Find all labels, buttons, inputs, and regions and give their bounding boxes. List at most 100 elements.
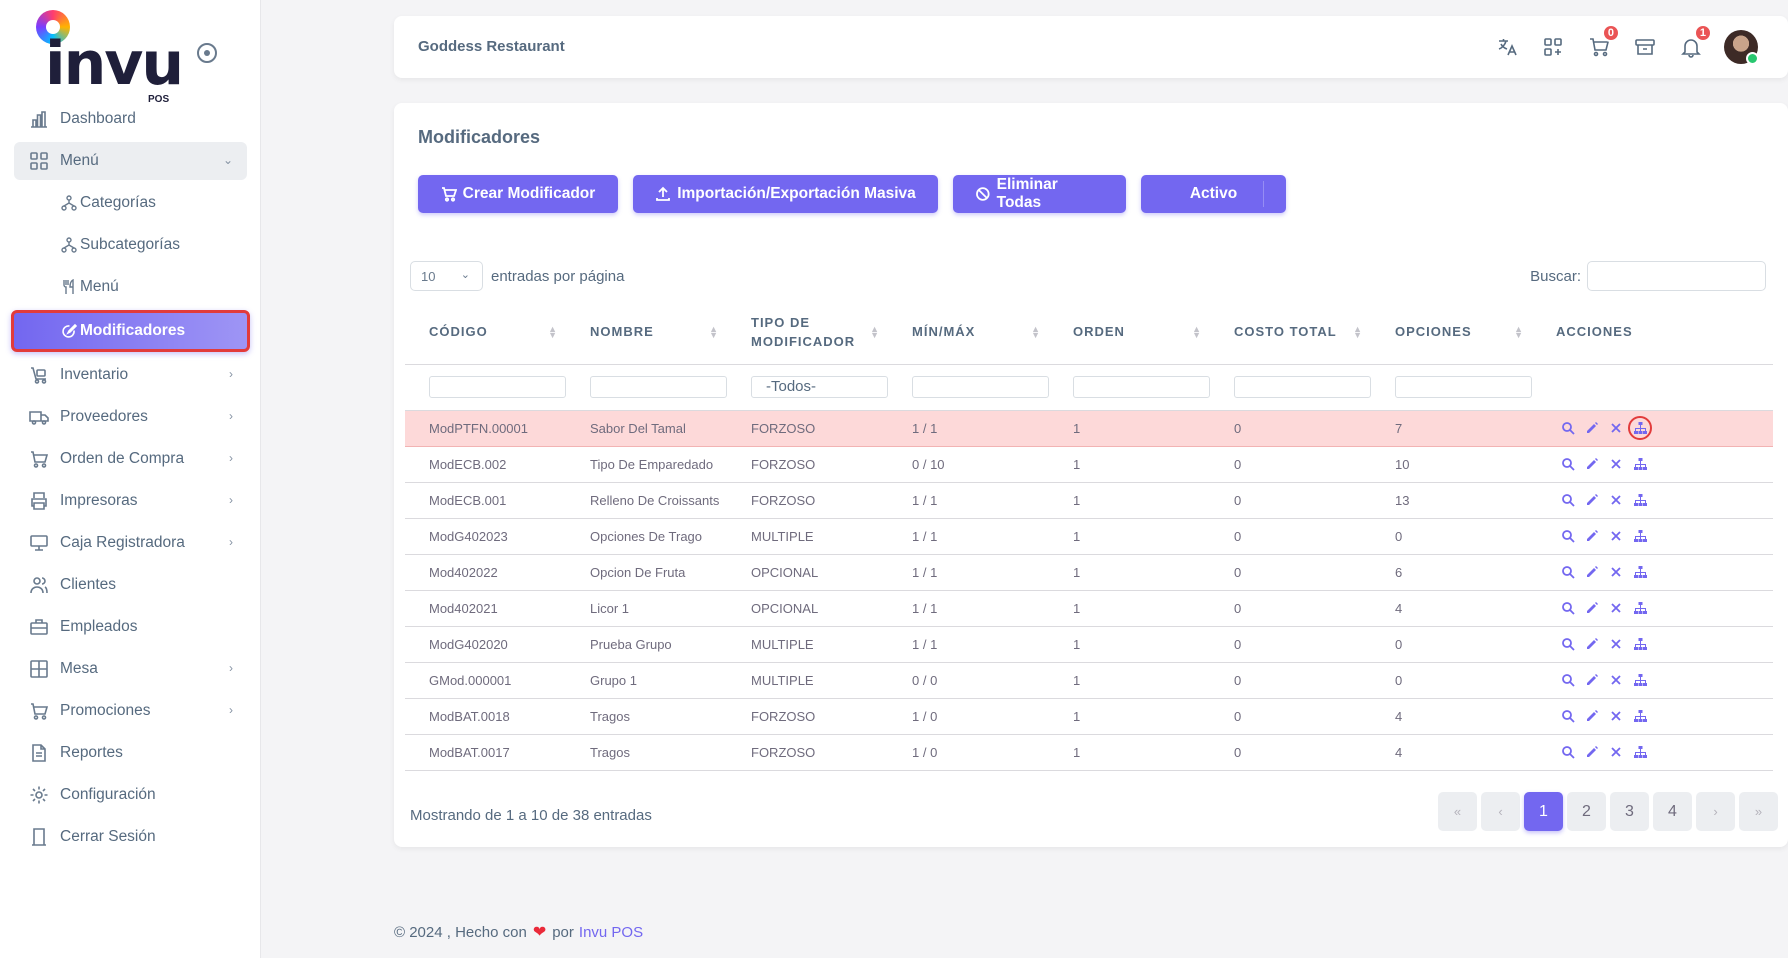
column-header-costo-total[interactable]: Costo Total ▲ ▼	[1210, 300, 1371, 365]
table-info: Mostrando de 1 a 10 de 38 entradas	[410, 807, 652, 824]
hierarchy-button[interactable]	[1628, 596, 1652, 620]
filter-orden-input[interactable]	[1073, 376, 1210, 398]
bell-icon[interactable]: 1	[1674, 24, 1712, 64]
sidebar-item-cerrar-sesion[interactable]: Cerrar Sesión	[14, 818, 247, 856]
view-button[interactable]	[1556, 524, 1580, 548]
column-header-min-max[interactable]: Mín/Máx ▲ ▼	[888, 300, 1049, 365]
page-next-button[interactable]: ›	[1696, 792, 1735, 831]
cell-tipo: FORZOSO	[727, 734, 888, 771]
edit-button[interactable]	[1580, 452, 1604, 476]
sidebar-item-caja[interactable]: Caja Registradora ›	[14, 524, 247, 562]
edit-button[interactable]	[1580, 668, 1604, 692]
delete-button[interactable]	[1604, 524, 1628, 548]
column-header-tipo[interactable]: Tipo de modificador ▲ ▼	[727, 300, 888, 365]
sidebar-item-inventario[interactable]: Inventario ›	[14, 356, 247, 394]
sidebar-toggle-icon[interactable]	[197, 43, 217, 63]
column-header-opciones[interactable]: Opciones ▲ ▼	[1371, 300, 1532, 365]
sidebar-subitem-modificadores[interactable]: Modificadores	[11, 310, 250, 352]
delete-button[interactable]	[1604, 632, 1628, 656]
view-button[interactable]	[1556, 560, 1580, 584]
delete-button[interactable]	[1604, 560, 1628, 584]
hierarchy-button[interactable]	[1628, 632, 1652, 656]
page-last-button[interactable]: »	[1739, 792, 1778, 831]
hierarchy-button[interactable]	[1628, 524, 1652, 548]
page-2-button[interactable]: 2	[1567, 792, 1606, 831]
page-1-button[interactable]: 1	[1524, 792, 1563, 831]
sidebar-item-orden-compra[interactable]: Orden de Compra ›	[14, 440, 247, 478]
edit-button[interactable]	[1580, 524, 1604, 548]
view-button[interactable]	[1556, 416, 1580, 440]
hierarchy-button[interactable]	[1628, 488, 1652, 512]
view-button[interactable]	[1556, 488, 1580, 512]
delete-button[interactable]	[1604, 668, 1628, 692]
edit-button[interactable]	[1580, 632, 1604, 656]
delete-button[interactable]	[1604, 488, 1628, 512]
bulk-import-export-button[interactable]: Importación/Exportación Masiva	[633, 175, 938, 213]
delete-button[interactable]	[1604, 596, 1628, 620]
cell-tipo: FORZOSO	[727, 409, 888, 447]
column-header-orden[interactable]: Orden ▲ ▼	[1049, 300, 1210, 365]
apps-add-icon[interactable]	[1536, 30, 1570, 64]
filter-min-max-input[interactable]	[912, 376, 1049, 398]
page-4-button[interactable]: 4	[1653, 792, 1692, 831]
hierarchy-button[interactable]	[1628, 452, 1652, 476]
footer-link[interactable]: Invu POS	[578, 923, 644, 941]
sidebar-subitem-menu[interactable]: Menú	[14, 268, 247, 306]
hierarchy-button[interactable]	[1628, 668, 1652, 692]
view-button[interactable]	[1556, 632, 1580, 656]
cell-nombre: Relleno De Croissants	[566, 482, 727, 519]
delete-all-button[interactable]: Eliminar Todas	[953, 175, 1126, 213]
create-modifier-button[interactable]: Crear Modificador	[418, 175, 618, 213]
delete-button[interactable]	[1604, 452, 1628, 476]
cart-icon[interactable]: 0	[1582, 24, 1620, 64]
page-first-button[interactable]: «	[1438, 792, 1477, 831]
view-button[interactable]	[1556, 668, 1580, 692]
sidebar-item-impresoras[interactable]: Impresoras ›	[14, 482, 247, 520]
filter-nombre-input[interactable]	[590, 376, 727, 398]
archive-icon[interactable]	[1628, 30, 1662, 64]
sidebar-item-clientes[interactable]: Clientes	[14, 566, 247, 604]
edit-button[interactable]	[1580, 704, 1604, 728]
column-header-codigo[interactable]: Código ▲ ▼	[405, 300, 566, 365]
view-button[interactable]	[1556, 740, 1580, 764]
page-prev-button[interactable]: ‹	[1481, 792, 1520, 831]
sidebar-item-proveedores[interactable]: Proveedores ›	[14, 398, 247, 436]
sidebar-subitem-subcategorias[interactable]: Subcategorías	[14, 226, 247, 264]
edit-button[interactable]	[1580, 596, 1604, 620]
column-header-nombre[interactable]: Nombre ▲ ▼	[566, 300, 727, 365]
view-button[interactable]	[1556, 596, 1580, 620]
invu-pos-logo[interactable]: invu POS	[34, 8, 184, 105]
hierarchy-button[interactable]	[1628, 560, 1652, 584]
edit-button[interactable]	[1580, 740, 1604, 764]
translate-icon[interactable]	[1490, 30, 1524, 64]
delete-button[interactable]	[1604, 740, 1628, 764]
sidebar-subitem-categorias[interactable]: Categorías	[14, 184, 247, 222]
filter-costo-input[interactable]	[1234, 376, 1371, 398]
edit-button[interactable]	[1580, 416, 1604, 440]
sidebar-item-promociones[interactable]: Promociones ›	[14, 692, 247, 730]
sidebar-item-menu[interactable]: Menú ⌄	[14, 142, 247, 180]
page-3-button[interactable]: 3	[1610, 792, 1649, 831]
sidebar-item-empleados[interactable]: Empleados	[14, 608, 247, 646]
hierarchy-button[interactable]	[1628, 416, 1652, 440]
edit-button[interactable]	[1580, 488, 1604, 512]
filter-codigo-input[interactable]	[429, 376, 566, 398]
status-filter-button[interactable]: Activo	[1141, 175, 1286, 213]
search-input[interactable]	[1587, 261, 1766, 291]
sidebar-item-configuracion[interactable]: Configuración	[14, 776, 247, 814]
sidebar-item-dashboard[interactable]: Dashboard	[14, 100, 247, 138]
user-avatar[interactable]	[1724, 30, 1759, 65]
page-size-select[interactable]: 10 ⌄	[410, 261, 483, 291]
delete-button[interactable]	[1604, 416, 1628, 440]
view-button[interactable]	[1556, 452, 1580, 476]
sidebar-item-mesa[interactable]: Mesa ›	[14, 650, 247, 688]
filter-opciones-input[interactable]	[1395, 376, 1532, 398]
hierarchy-button[interactable]	[1628, 704, 1652, 728]
view-button[interactable]	[1556, 704, 1580, 728]
cart-icon	[441, 187, 457, 202]
delete-button[interactable]	[1604, 704, 1628, 728]
edit-button[interactable]	[1580, 560, 1604, 584]
hierarchy-button[interactable]	[1628, 740, 1652, 764]
sidebar-item-reportes[interactable]: Reportes	[14, 734, 247, 772]
filter-tipo-select[interactable]: -Todos-	[751, 376, 888, 398]
